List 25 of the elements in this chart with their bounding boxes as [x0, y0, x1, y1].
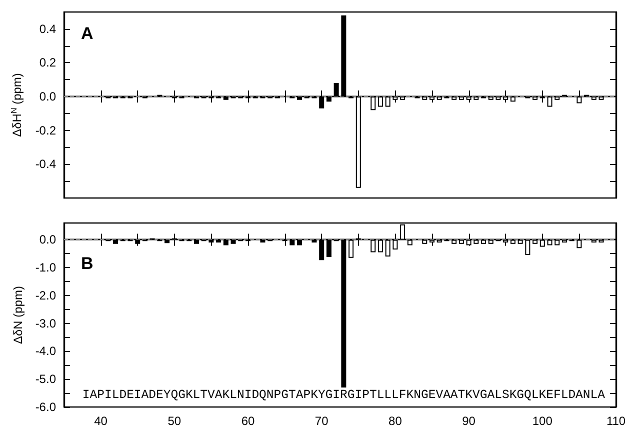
x-tick-label: 40 — [94, 414, 108, 427]
y-axis-title: ΔδHN (ppm) — [10, 73, 24, 137]
x-tick-label: 100 — [532, 414, 553, 427]
x-tick-label: 80 — [388, 414, 402, 427]
y-tick-label: -0.4 — [35, 157, 56, 172]
y-tick-label: -0.2 — [35, 123, 56, 138]
y-tick-label: 0.0 — [39, 232, 56, 247]
text: B — [81, 254, 94, 273]
y-tick-label: 0.0 — [39, 90, 56, 104]
y-tick-label: -4.0 — [35, 344, 56, 358]
x-tick-label: 50 — [168, 414, 182, 427]
y-axis-title: ΔδN (ppm) — [11, 286, 25, 344]
x-tick-label: 60 — [241, 414, 255, 427]
y-tick-label: -1.0 — [35, 260, 56, 275]
y-tick-label: -5.0 — [35, 372, 56, 386]
x-tick-label: 70 — [314, 414, 329, 427]
y-tick-label: 0.4 — [39, 22, 56, 36]
y-tick-label: -3.0 — [35, 316, 56, 330]
x-tick-label: 110 — [606, 414, 626, 427]
text: A — [81, 24, 94, 43]
x-tick-label: 90 — [462, 414, 476, 427]
annotation: IAPILDEIADEYQGKLTVAKLNIDQNPGTAPKYGIRGIPTLLLFKNGEVAATKVGALSKGQLKEFLDANLA — [82, 388, 606, 402]
y-tick-label: -6.0 — [35, 400, 56, 414]
y-tick-label: -2.0 — [35, 288, 56, 302]
y-tick-label: 0.2 — [39, 56, 56, 70]
